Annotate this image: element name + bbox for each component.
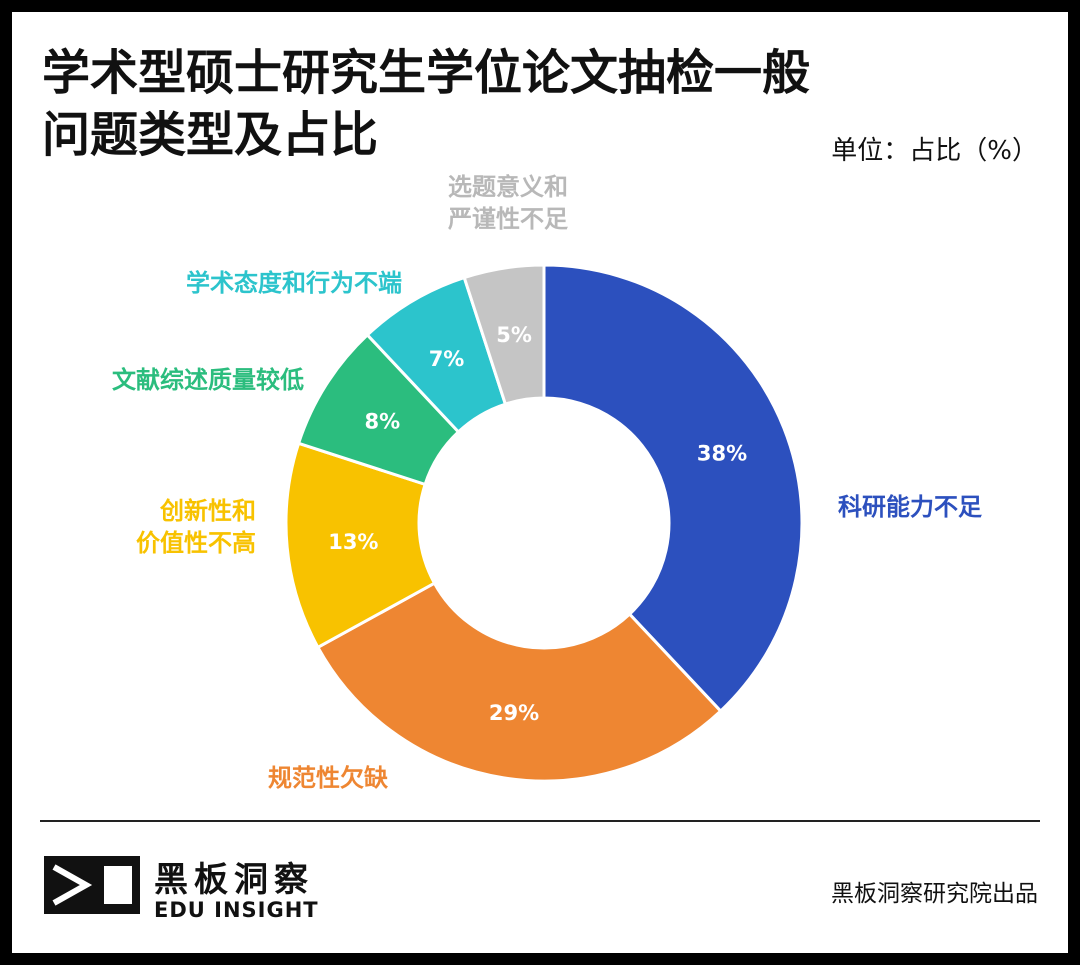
chart-title-line-1: 学术型硕士研究生学位论文抽检一般 [42,45,811,101]
slice-1 [542,263,804,714]
slice-value-label: 7% [429,347,465,371]
slice-category-label: 规范性欠缺 [268,764,389,792]
slice-value-label: 8% [364,409,400,433]
slice-category-label: 科研能力不足 [838,493,982,521]
footer-divider [40,820,1040,822]
infographic-card: 学术型硕士研究生学位论文抽检一般 问题类型及占比 单位：占比（%） 黑板洞察 E… [12,12,1068,953]
eye-triangle-icon [44,856,140,914]
brand-name-cn: 黑板洞察 [154,860,314,900]
slice-category-label: 文献综述质量较低 [112,366,304,394]
slice-value-label: 29% [489,701,539,725]
slice-value-label: 5% [496,323,532,347]
slice-category-label: 学术态度和行为不端 [186,269,402,297]
footer-credit: 黑板洞察研究院出品 [831,881,1038,907]
slice-2 [315,581,723,783]
slice-value-label: 38% [697,442,747,466]
slice-category-label: 选题意义和严谨性不足 [448,173,568,233]
chart-title-line-2: 问题类型及占比 [42,107,379,163]
unit-label: 单位：占比（%） [831,136,1038,166]
slice-value-label: 13% [328,530,378,554]
slice-3 [284,441,437,650]
brand-name-en: EDU INSIGHT [154,898,319,922]
slice-6 [462,263,546,407]
slice-category-label: 创新性和价值性不高 [136,497,256,557]
chart-title: 学术型硕士研究生学位论文抽检一般 问题类型及占比 [42,42,942,166]
